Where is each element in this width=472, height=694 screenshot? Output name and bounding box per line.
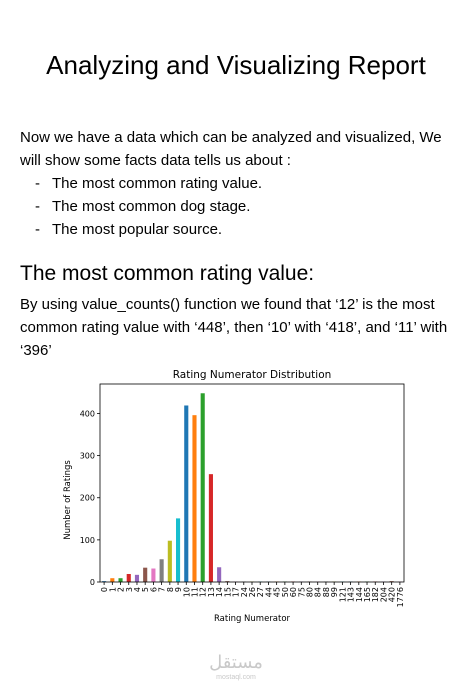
- y-tick-label: 400: [80, 409, 95, 418]
- bar-10: [184, 405, 189, 582]
- bar-13: [208, 474, 213, 582]
- bar-1: [110, 578, 115, 582]
- bullet-item: - The most common dog stage.: [35, 198, 251, 215]
- x-tick-label: 1: [108, 587, 117, 592]
- x-tick-label: 4: [133, 587, 142, 592]
- bar-14: [217, 567, 222, 582]
- x-tick-label: 143: [347, 587, 356, 602]
- x-axis-label: Rating Numerator: [214, 614, 291, 624]
- bar-11: [192, 415, 197, 582]
- x-tick-label: 165: [363, 587, 372, 602]
- y-tick-label: 300: [80, 452, 95, 461]
- bar-420: [389, 581, 394, 582]
- x-tick-label: 420: [388, 587, 397, 602]
- bar-12: [200, 393, 205, 582]
- plot-frame: [99, 383, 405, 583]
- bar-2: [118, 578, 123, 582]
- intro-paragraph: Now we have a data which can be analyzed…: [20, 129, 442, 169]
- x-tick-label: 75: [297, 587, 306, 597]
- bar-3: [126, 573, 131, 582]
- x-tick-label: 2: [117, 587, 126, 592]
- x-tick-label: 1776: [396, 587, 405, 607]
- y-axis-label: Number of Ratings: [63, 460, 73, 540]
- bar-5: [143, 567, 148, 582]
- x-tick-label: 84: [314, 587, 323, 597]
- x-tick-label: 88: [322, 587, 331, 597]
- watermark-logo: مستقل: [209, 652, 263, 673]
- x-tick-label: 204: [379, 587, 388, 602]
- x-tick-label: 5: [141, 587, 150, 592]
- section-paragraph: By using value_counts() function we foun…: [20, 296, 448, 359]
- bullet-list: - The most common rating value. - The most…: [20, 172, 460, 241]
- bar-7: [159, 559, 164, 582]
- bullet-item: - The most common rating value.: [35, 175, 263, 192]
- y-axis: 0 100 200 300 400: [80, 409, 100, 587]
- x-tick-label: 17: [232, 587, 241, 597]
- x-tick-label: 7: [158, 587, 167, 592]
- y-tick-label: 200: [80, 494, 95, 503]
- chart-title: Rating Numerator Distribution: [173, 369, 332, 381]
- section-heading: The most common rating value:: [20, 262, 315, 285]
- watermark-url: mostaql.com: [216, 674, 256, 681]
- x-tick-label: 0: [100, 587, 109, 592]
- x-tick-label: 99: [330, 587, 339, 597]
- x-tick-label: 24: [240, 587, 249, 597]
- x-tick-label: 121: [338, 587, 347, 602]
- x-tick-label: 6: [149, 587, 158, 592]
- bar-15: [225, 581, 230, 582]
- x-axis: 0 1 2 3 4 5 6 7 8 9 10 11 12 13 14 15 17 24 26 27 44 45 50 60 75…: [100, 582, 405, 607]
- page-title: Analyzing and Visualizing Report: [46, 50, 426, 80]
- x-tick-label: 80: [306, 587, 315, 597]
- x-tick-label: 3: [125, 587, 134, 592]
- x-tick-label: 11: [190, 587, 199, 597]
- watermark: مستقل mostaql.com: [0, 653, 472, 682]
- intro-section: Now we have a data which can be analyzed…: [20, 126, 460, 241]
- bar-9: [176, 518, 181, 582]
- bars-group: [102, 393, 402, 582]
- x-tick-label: 26: [248, 587, 257, 597]
- bar-chart: Rating Numerator Distribution Number of …: [63, 369, 405, 624]
- y-tick-label: 0: [90, 578, 95, 587]
- x-tick-label: 9: [174, 587, 183, 592]
- x-tick-label: 44: [264, 587, 273, 597]
- x-tick-label: 27: [256, 587, 265, 597]
- x-tick-label: 50: [281, 587, 290, 597]
- x-tick-label: 45: [273, 587, 282, 597]
- x-tick-label: 15: [223, 587, 232, 597]
- y-tick-label: 100: [80, 536, 95, 545]
- x-tick-label: 182: [371, 587, 380, 602]
- x-tick-label: 8: [166, 587, 175, 592]
- bullet-item: - The most popular source.: [35, 221, 223, 238]
- bar-4: [134, 574, 140, 582]
- x-tick-label: 12: [199, 587, 208, 597]
- x-tick-label: 60: [289, 587, 298, 597]
- bar-8: [167, 540, 172, 582]
- x-tick-label: 14: [215, 587, 224, 597]
- bar-0: [102, 581, 107, 582]
- x-tick-label: 10: [182, 587, 191, 597]
- bar-6: [151, 568, 156, 582]
- x-tick-label: 144: [355, 587, 364, 602]
- x-tick-label: 13: [207, 587, 216, 597]
